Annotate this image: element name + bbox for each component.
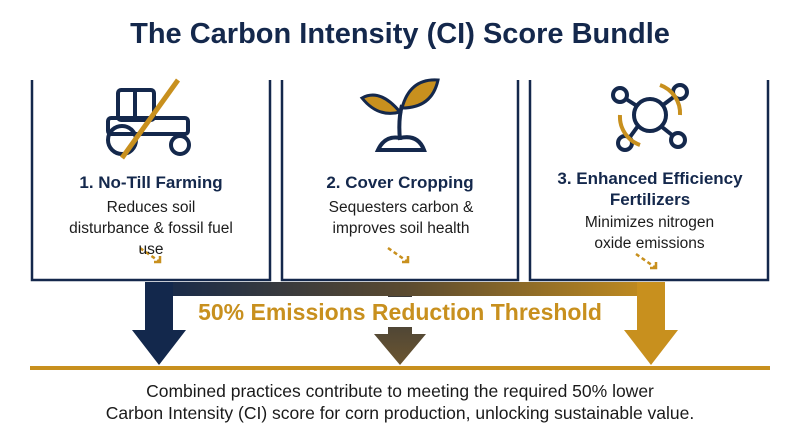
arrow-middle bbox=[374, 296, 426, 365]
card-description: Reduces soil disturbance & fossil fuel u… bbox=[69, 199, 233, 258]
arrow-right bbox=[624, 282, 678, 365]
arrow-left bbox=[132, 282, 186, 365]
tractor-icon bbox=[106, 78, 191, 160]
card-description: Sequesters carbon & improves soil health bbox=[328, 199, 474, 237]
card-title: 1. No-Till Farming bbox=[79, 173, 223, 192]
card-description: Minimizes nitrogen oxide emissions bbox=[584, 214, 715, 252]
title: The Carbon Intensity (CI) Score Bundle bbox=[130, 18, 670, 50]
threshold-band bbox=[145, 282, 665, 296]
molecule-icon bbox=[611, 83, 689, 152]
trend-arrows bbox=[139, 246, 658, 270]
threshold-label: 50% Emissions Reduction Threshold bbox=[175, 297, 625, 327]
card-title: 2. Cover Cropping bbox=[326, 173, 474, 192]
footer-line: Carbon Intensity (CI) score for corn pro… bbox=[105, 403, 695, 423]
sprout-icon bbox=[359, 78, 440, 152]
card-title: 3. Enhanced Efficiency Fertilizers bbox=[557, 169, 743, 209]
card-frames bbox=[30, 80, 770, 282]
footer-line: Combined practices contribute to meeting… bbox=[146, 381, 654, 401]
